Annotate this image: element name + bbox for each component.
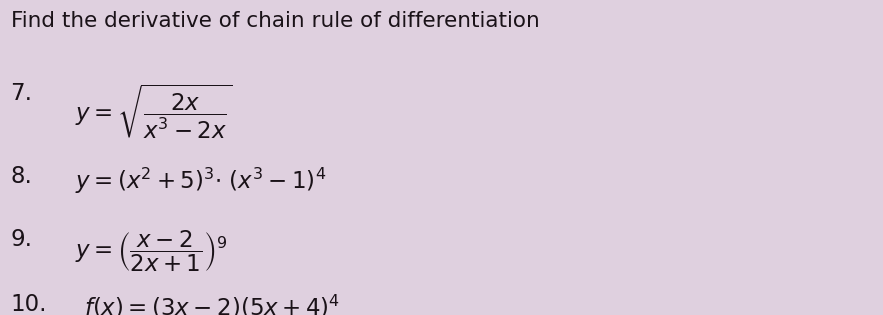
Text: $y = \left(\dfrac{x-2}{2x+1}\right)^9$: $y = \left(\dfrac{x-2}{2x+1}\right)^9$ [75,228,228,273]
Text: $y = (x^2 + 5)^3{\cdot}\ (x^3-1)^4$: $y = (x^2 + 5)^3{\cdot}\ (x^3-1)^4$ [75,165,326,196]
Text: 8.: 8. [11,165,33,188]
Text: 7.: 7. [11,82,33,105]
Text: 10.: 10. [11,293,47,315]
Text: Find the derivative of chain rule of differentiation: Find the derivative of chain rule of dif… [11,11,540,31]
Text: $y = \sqrt{\dfrac{2x}{x^3-2x}}$: $y = \sqrt{\dfrac{2x}{x^3-2x}}$ [75,82,232,141]
Text: $f(x) = (3x - 2)(5x +4)^4$: $f(x) = (3x - 2)(5x +4)^4$ [84,293,340,315]
Text: 9.: 9. [11,228,33,251]
